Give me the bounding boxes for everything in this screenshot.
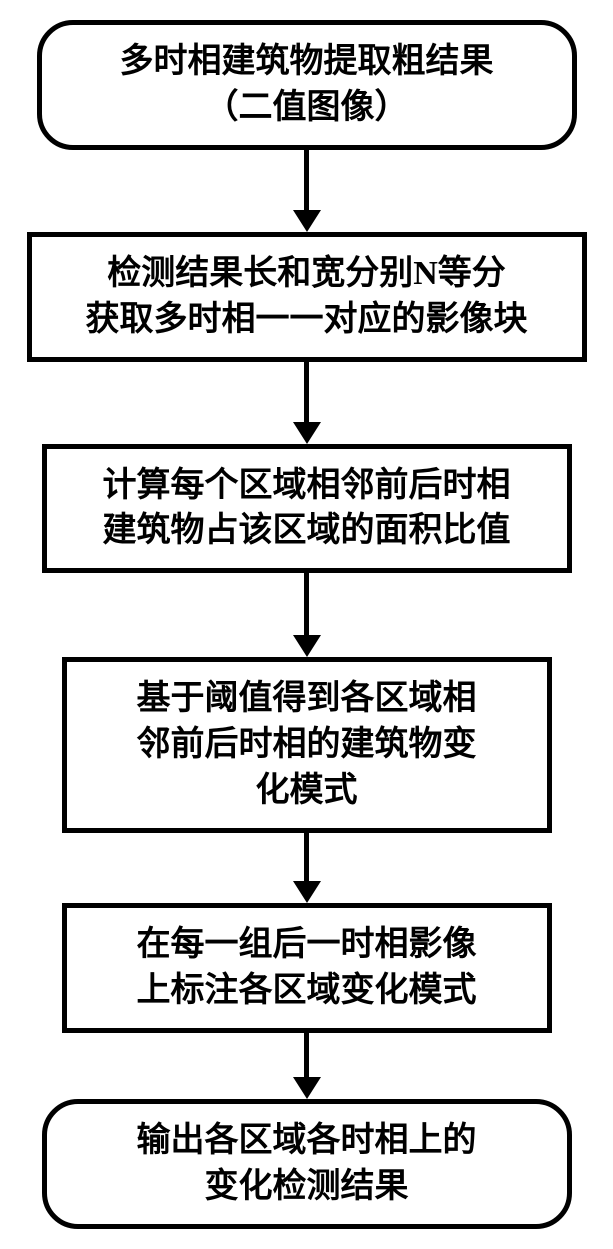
flow-arrow	[293, 573, 321, 657]
flow-node-text: 检测结果长和宽分别N等分获取多时相一一对应的影像块	[86, 251, 528, 343]
flow-node-n0: 多时相建筑物提取粗结果（二值图像）	[37, 20, 577, 150]
arrow-shaft	[304, 573, 309, 635]
arrow-head-icon	[293, 881, 321, 903]
arrow-head-icon	[293, 210, 321, 232]
flow-node-n3: 基于阈值得到各区域相邻前后时相的建筑物变化模式	[62, 657, 552, 833]
arrow-shaft	[304, 362, 309, 422]
flow-node-n1: 检测结果长和宽分别N等分获取多时相一一对应的影像块	[27, 232, 587, 362]
flow-arrow	[293, 150, 321, 232]
arrow-shaft	[304, 833, 309, 881]
flow-arrow	[293, 362, 321, 444]
flow-node-text: 多时相建筑物提取粗结果（二值图像）	[120, 39, 494, 131]
arrow-head-icon	[293, 1077, 321, 1099]
arrow-head-icon	[293, 635, 321, 657]
flow-node-n5: 输出各区域各时相上的变化检测结果	[42, 1099, 572, 1229]
flow-node-n2: 计算每个区域相邻前后时相建筑物占该区域的面积比值	[42, 444, 572, 574]
arrow-head-icon	[293, 422, 321, 444]
arrow-shaft	[304, 150, 309, 210]
flow-arrow	[293, 833, 321, 903]
flow-node-text: 计算每个区域相邻前后时相建筑物占该区域的面积比值	[103, 463, 511, 555]
flow-node-text: 基于阈值得到各区域相邻前后时相的建筑物变化模式	[137, 676, 477, 814]
flowchart-container: 多时相建筑物提取粗结果（二值图像） 检测结果长和宽分别N等分获取多时相一一对应的影…	[10, 20, 603, 1229]
flow-node-text: 在每一组后一时相影像上标注各区域变化模式	[137, 922, 477, 1014]
arrow-shaft	[304, 1033, 309, 1077]
flow-arrow	[293, 1033, 321, 1099]
flow-node-n4: 在每一组后一时相影像上标注各区域变化模式	[62, 903, 552, 1033]
flow-node-text: 输出各区域各时相上的变化检测结果	[137, 1118, 477, 1210]
